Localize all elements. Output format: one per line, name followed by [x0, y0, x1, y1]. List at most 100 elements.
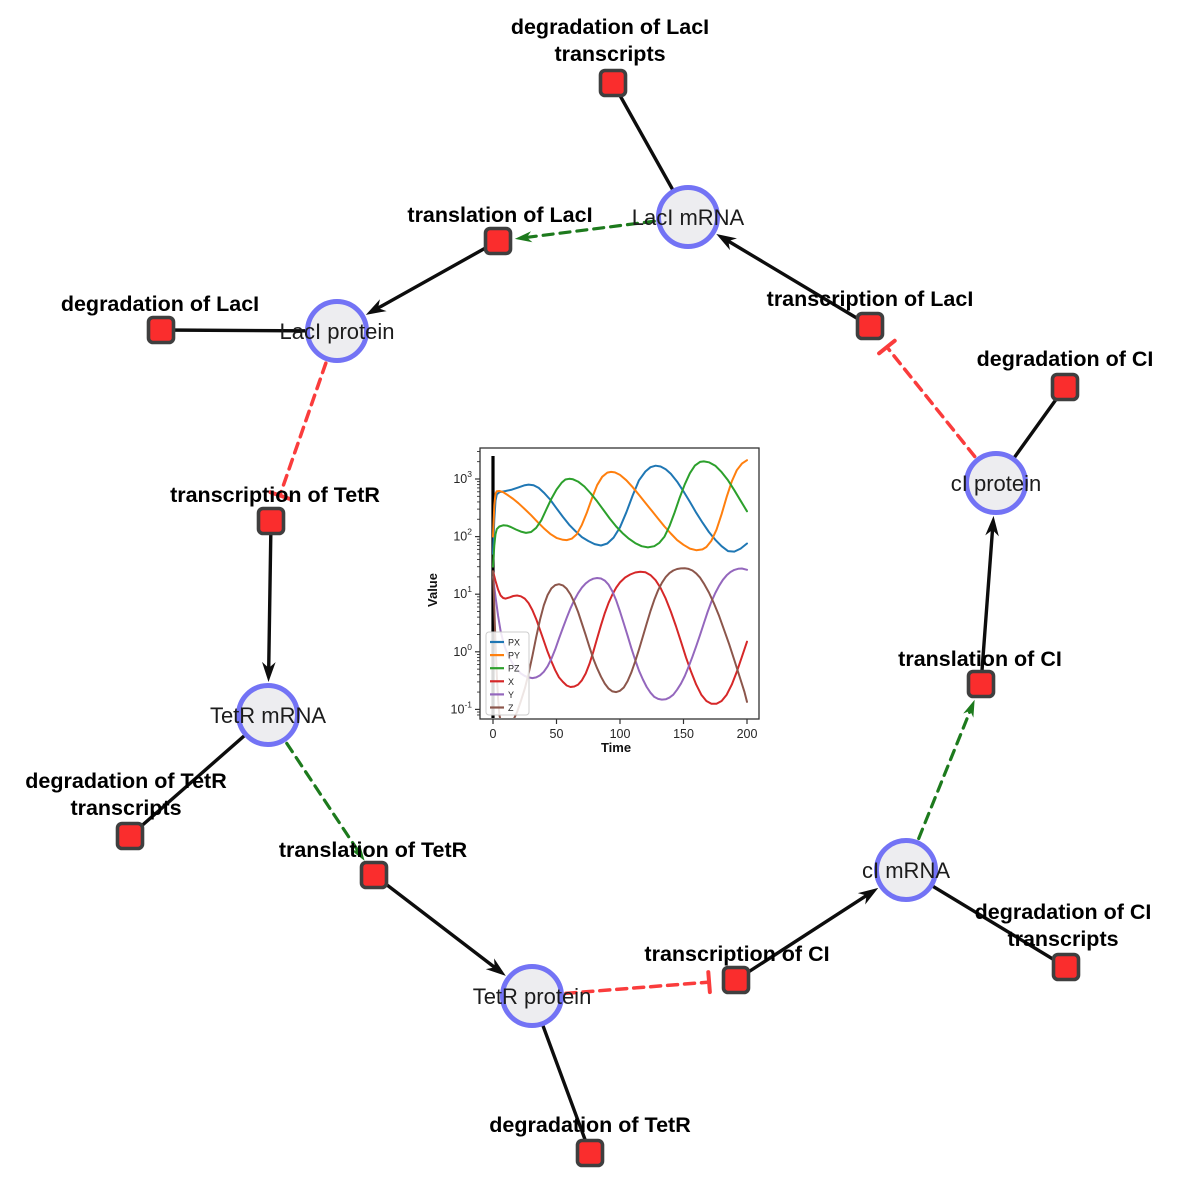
species-label-laci_protein: LacI protein — [280, 319, 395, 344]
reaction-label-deg_ci_tx: degradation of CI transcripts — [975, 900, 1152, 951]
reaction-label-deg_laci_tx: degradation of LacI transcripts — [511, 15, 709, 66]
species-node-ci_protein[interactable] — [964, 451, 1028, 515]
x-tick-label: 200 — [737, 727, 758, 741]
x-tick-label: 150 — [673, 727, 694, 741]
species-label-tetr_protein: TetR protein — [473, 984, 592, 1009]
reaction-label-line: transcripts — [1007, 927, 1118, 951]
inhibition-bar-icon — [877, 338, 897, 356]
series-Y — [492, 567, 748, 701]
inset-chart: 0 50 100 150 200 10-1 100 101 102 103 Time Value PX P… — [425, 436, 773, 768]
reaction-label-transl_tetr: translation of TetR — [279, 838, 468, 862]
edge-ci_protein-tx_laci — [885, 345, 998, 485]
x-tick-label: 0 — [490, 727, 497, 741]
reaction-label-line: transcription of TetR — [170, 483, 380, 507]
species-node-tetr_protein[interactable] — [500, 964, 564, 1028]
legend-label: PZ — [508, 664, 520, 674]
reaction-node-transl_tetr[interactable] — [359, 860, 389, 890]
legend-label: PX — [508, 638, 520, 648]
reaction-node-tx_ci[interactable] — [721, 965, 751, 995]
edge-transl_ci-ci_protein — [979, 527, 995, 686]
y-tick-label: 103 — [453, 469, 472, 486]
reaction-label-tx_ci: transcription of CI — [644, 942, 829, 966]
edge-tetr_protein-tx_ci — [530, 980, 711, 998]
reaction-node-deg_laci_tx[interactable] — [598, 68, 628, 98]
species-node-ci_mrna[interactable] — [874, 838, 938, 902]
chart-legend: PX PY PZ XYZ — [485, 631, 530, 716]
nodes-layer — [115, 68, 1081, 1168]
y-tick-label: 10-1 — [451, 699, 473, 716]
arrowhead-icon — [365, 299, 387, 315]
reaction-node-deg_tetr[interactable] — [575, 1138, 605, 1168]
reaction-label-line: transcripts — [70, 796, 181, 820]
reaction-label-deg_tetr_tx: degradation of TetR transcripts — [25, 769, 227, 820]
x-tick-label: 50 — [550, 727, 564, 741]
reaction-node-deg_laci[interactable] — [146, 315, 176, 345]
reaction-label-line: transcription of CI — [644, 942, 829, 966]
x-axis-label: Time — [601, 740, 631, 755]
labels-layer: degradation of LacI transcripts translatio… — [25, 15, 1153, 1137]
arrowhead-icon — [716, 233, 737, 251]
reaction-label-deg_tetr: degradation of TetR — [489, 1113, 691, 1137]
reaction-label-line: transcription of LacI — [767, 287, 974, 311]
reaction-label-tx_laci: transcription of LacI — [767, 287, 974, 311]
reaction-label-line: translation of CI — [898, 647, 1062, 671]
reaction-node-tx_laci[interactable] — [855, 311, 885, 341]
reaction-node-tx_tetr[interactable] — [256, 506, 286, 536]
reaction-label-line: degradation of TetR — [489, 1113, 691, 1137]
reaction-label-line: degradation of CI — [977, 347, 1154, 371]
reaction-label-transl_ci: translation of CI — [898, 647, 1062, 671]
inhibition-bar-icon — [268, 490, 292, 501]
reaction-node-deg_ci[interactable] — [1050, 372, 1080, 402]
legend-label: Z — [508, 703, 514, 713]
edge-transl_laci-laci_protein — [375, 239, 500, 311]
edge-tx_tetr-tetr_mrna — [267, 519, 273, 671]
legend-label: PY — [508, 651, 520, 661]
reaction-label-transl_laci: translation of LacI — [407, 203, 592, 227]
arrowhead-icon — [485, 958, 506, 976]
edge-transl_tetr-tetr_protein — [372, 873, 498, 970]
reaction-label-line: transcripts — [554, 42, 665, 66]
series-PX — [492, 464, 748, 555]
species-label-tetr_mrna: TetR mRNA — [210, 703, 326, 728]
reaction-node-deg_tetr_tx[interactable] — [115, 821, 145, 851]
species-label-laci_mrna: LacI mRNA — [632, 205, 745, 230]
reaction-label-line: degradation of LacI — [61, 292, 259, 316]
reaction-label-line: translation of TetR — [279, 838, 468, 862]
reaction-label-line: degradation of CI — [975, 900, 1152, 924]
reaction-label-tx_tetr: transcription of TetR — [170, 483, 380, 507]
reaction-label-deg_ci: degradation of CI — [977, 347, 1154, 371]
species-node-tetr_mrna[interactable] — [236, 683, 300, 747]
series-PY — [492, 459, 748, 552]
species-node-laci_mrna[interactable] — [656, 185, 720, 249]
y-axis-label: Value — [425, 573, 440, 607]
edge-laci_protein-tx_tetr — [278, 329, 339, 498]
inhibition-bar-icon — [706, 970, 712, 995]
reaction-label-line: translation of LacI — [407, 203, 592, 227]
arrowhead-icon — [857, 887, 879, 905]
species-node-laci_protein[interactable] — [305, 299, 369, 363]
arrowhead-icon — [262, 661, 276, 683]
reaction-node-transl_laci[interactable] — [483, 226, 513, 256]
series-layer — [492, 459, 748, 718]
reaction-label-deg_laci: degradation of LacI — [61, 292, 259, 316]
species-label-ci_protein: cI protein — [951, 471, 1042, 496]
modifier-arrowhead-icon — [350, 843, 365, 861]
reaction-label-line: degradation of LacI — [511, 15, 709, 39]
modifier-arrowhead-icon — [963, 699, 975, 718]
edge-ci_mrna-transl_ci — [904, 708, 973, 872]
x-tick-label: 100 — [610, 727, 631, 741]
species-label-ci_mrna: cI mRNA — [862, 858, 950, 883]
y-tick-label: 100 — [453, 642, 472, 659]
reaction-label-line: degradation of TetR — [25, 769, 227, 793]
y-tick-label: 102 — [453, 527, 472, 544]
series-X — [492, 570, 748, 705]
legend-label: Y — [508, 690, 514, 700]
arrowhead-icon — [985, 515, 999, 537]
series-PZ — [492, 460, 748, 568]
reaction-node-deg_ci_tx[interactable] — [1051, 952, 1081, 982]
y-tick-label: 101 — [453, 584, 472, 601]
reaction-node-transl_ci[interactable] — [966, 669, 996, 699]
edge-tx_laci-laci_mrna — [725, 238, 872, 328]
